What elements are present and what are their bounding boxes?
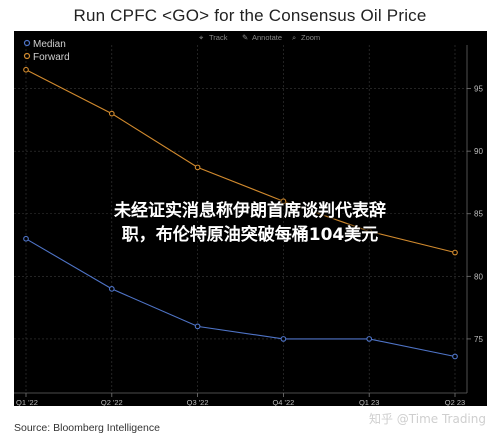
legend-marker-forward (23, 52, 31, 60)
source-note: Source: Bloomberg Intelligence (14, 422, 160, 434)
data-point-median[interactable] (280, 336, 287, 342)
x-tick-label: Q2 23 (445, 398, 465, 406)
chart-legend: Median Forward (23, 39, 70, 63)
data-point-forward[interactable] (452, 249, 458, 256)
overlay-headline-line1: 未经证实消息称伊朗首席谈判代表辞 (114, 201, 386, 221)
chart-plot-area[interactable]: ⌖ Track ✎ Annotate ⌕ Zoom Median Forward (14, 31, 487, 406)
data-point-median[interactable] (366, 336, 373, 342)
annotate-label: Annotate (252, 33, 282, 42)
legend-label-forward: Forward (33, 52, 70, 63)
series-forward (23, 66, 458, 256)
y-axis: 75 80 85 90 95 (466, 45, 483, 393)
data-point-forward[interactable] (23, 66, 29, 73)
x-axis: Q1 '22 Q2 '22 Q3 '22 Q4 '22 Q1 23 Q2 23 (14, 392, 467, 406)
zoom-tool[interactable]: ⌕ Zoom (292, 33, 320, 42)
svg-text:⌖: ⌖ (199, 33, 204, 42)
x-tick-label: Q4 '22 (272, 398, 294, 406)
data-point-forward[interactable] (280, 198, 287, 205)
legend-item-median: Median (23, 39, 66, 50)
annotate-tool[interactable]: ✎ Annotate (242, 33, 282, 42)
x-tick-label: Q1 23 (359, 398, 379, 406)
zoom-label: Zoom (301, 33, 320, 42)
series-layer (23, 66, 458, 360)
watermark: 知乎 @Time Trading (368, 412, 486, 426)
x-tick-label: Q3 '22 (187, 398, 209, 406)
series-line-forward (25, 69, 456, 254)
y-tick-label: 90 (474, 147, 483, 156)
data-point-forward[interactable] (108, 110, 115, 117)
series-line-median (25, 238, 456, 358)
legend-label-median: Median (33, 39, 66, 50)
y-tick-label: 95 (474, 85, 483, 94)
data-point-median[interactable] (194, 323, 201, 330)
y-tick-label: 80 (474, 272, 483, 281)
gridlines (14, 45, 467, 393)
data-point-median[interactable] (452, 353, 458, 360)
svg-text:⌕: ⌕ (292, 33, 296, 42)
data-point-forward[interactable] (194, 164, 201, 171)
track-tool[interactable]: ⌖ Track (199, 33, 228, 42)
y-tick-label: 75 (474, 335, 483, 344)
svg-text:✎: ✎ (242, 33, 248, 42)
y-tick-label: 85 (474, 210, 483, 219)
data-point-median[interactable] (108, 286, 115, 292)
overlay-headline-line2: 职，布伦特原油突破每桶104美元 (121, 225, 379, 245)
chart-toolbar: ⌖ Track ✎ Annotate ⌕ Zoom (199, 33, 320, 42)
x-tick-label: Q2 '22 (101, 398, 123, 406)
data-point-median[interactable] (23, 235, 29, 242)
track-label: Track (209, 33, 228, 42)
chart-title: Run CPFC <GO> for the Consensus Oil Pric… (73, 6, 427, 25)
data-point-forward[interactable] (366, 228, 373, 235)
series-median (23, 235, 458, 360)
line-chart: ⌖ Track ✎ Annotate ⌕ Zoom Median Forward (14, 33, 483, 406)
legend-marker-median (23, 39, 31, 47)
x-tick-label: Q1 '22 (16, 398, 38, 406)
legend-item-forward: Forward (23, 52, 70, 63)
